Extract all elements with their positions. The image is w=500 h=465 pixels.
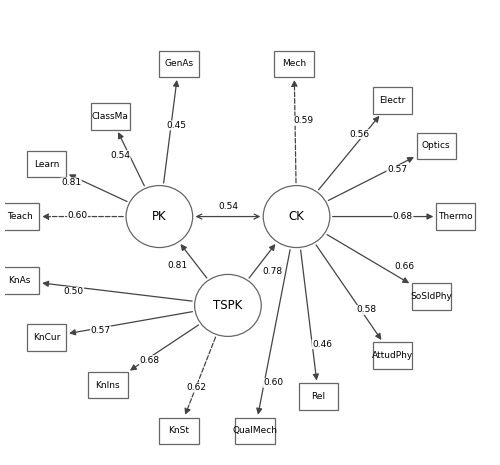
FancyBboxPatch shape	[160, 51, 198, 77]
FancyBboxPatch shape	[299, 383, 338, 410]
Text: 0.81: 0.81	[168, 261, 188, 270]
Text: 0.58: 0.58	[356, 306, 376, 314]
Ellipse shape	[194, 274, 262, 336]
Text: 0.57: 0.57	[387, 165, 407, 174]
Text: Optics: Optics	[422, 141, 450, 150]
FancyBboxPatch shape	[372, 87, 412, 113]
Text: 0.46: 0.46	[312, 339, 332, 349]
Text: 0.54: 0.54	[110, 151, 130, 159]
Text: 0.60: 0.60	[264, 379, 283, 387]
Text: Thermo: Thermo	[438, 212, 473, 221]
Text: 0.54: 0.54	[218, 201, 238, 211]
FancyBboxPatch shape	[91, 103, 130, 130]
Text: QualMech: QualMech	[232, 426, 278, 435]
Text: 0.81: 0.81	[61, 178, 81, 187]
Text: 0.57: 0.57	[90, 326, 110, 335]
Text: KnCur: KnCur	[33, 333, 60, 342]
Text: 0.78: 0.78	[262, 267, 282, 276]
FancyBboxPatch shape	[236, 418, 275, 444]
Text: GenAs: GenAs	[164, 60, 194, 68]
Text: Teach: Teach	[7, 212, 32, 221]
Text: CK: CK	[288, 210, 304, 223]
Text: 0.50: 0.50	[64, 287, 84, 296]
Text: 0.60: 0.60	[68, 211, 87, 220]
Text: Learn: Learn	[34, 159, 60, 169]
Text: 0.68: 0.68	[393, 212, 413, 221]
Text: 0.56: 0.56	[350, 130, 370, 139]
FancyBboxPatch shape	[0, 267, 40, 293]
FancyBboxPatch shape	[0, 203, 40, 230]
FancyBboxPatch shape	[160, 418, 198, 444]
Ellipse shape	[263, 186, 330, 247]
Text: 0.45: 0.45	[166, 121, 186, 130]
Text: ClassMa: ClassMa	[92, 112, 129, 121]
FancyBboxPatch shape	[27, 151, 66, 177]
Text: TSPK: TSPK	[214, 299, 242, 312]
Ellipse shape	[126, 186, 192, 247]
Text: Rel: Rel	[312, 392, 326, 401]
Text: 0.59: 0.59	[294, 116, 314, 126]
Text: PK: PK	[152, 210, 166, 223]
Text: KnAs: KnAs	[8, 276, 31, 285]
FancyBboxPatch shape	[436, 203, 476, 230]
Text: 0.68: 0.68	[140, 356, 160, 365]
Text: 0.66: 0.66	[394, 262, 414, 271]
Text: SoSldPhy: SoSldPhy	[410, 292, 452, 301]
Text: 0.62: 0.62	[186, 383, 206, 392]
FancyBboxPatch shape	[27, 324, 66, 351]
FancyBboxPatch shape	[88, 372, 128, 399]
Text: Mech: Mech	[282, 60, 306, 68]
FancyBboxPatch shape	[372, 342, 412, 369]
Text: KnIns: KnIns	[96, 381, 120, 390]
Text: AttudPhy: AttudPhy	[372, 351, 412, 360]
FancyBboxPatch shape	[274, 51, 314, 77]
FancyBboxPatch shape	[416, 133, 456, 159]
Text: Electr: Electr	[379, 96, 405, 105]
Text: KnSt: KnSt	[168, 426, 190, 435]
FancyBboxPatch shape	[412, 283, 451, 310]
